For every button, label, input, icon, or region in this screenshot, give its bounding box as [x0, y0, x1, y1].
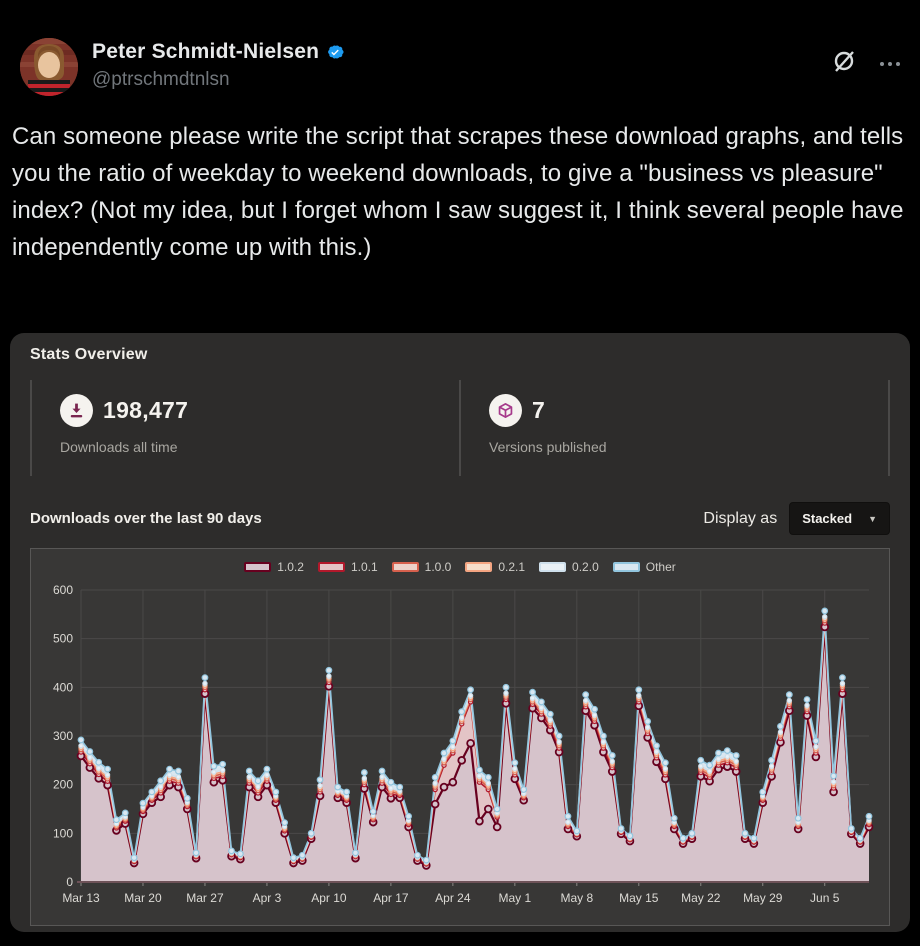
legend-item[interactable]: 1.0.1 — [317, 560, 378, 574]
legend-label: 0.2.1 — [498, 560, 526, 574]
versions-value: 7 — [532, 397, 546, 423]
display-as-dropdown[interactable]: Stacked ▼ — [789, 502, 890, 535]
identity-block: Peter Schmidt-Nielsen @ptrschmdtnlsn — [92, 38, 830, 91]
legend-item[interactable]: 0.2.0 — [539, 560, 599, 574]
svg-text:Apr 24: Apr 24 — [435, 891, 471, 905]
legend-swatch — [391, 562, 419, 572]
svg-text:Mar 27: Mar 27 — [186, 891, 224, 905]
svg-text:500: 500 — [53, 632, 73, 646]
svg-text:Mar 13: Mar 13 — [62, 891, 100, 905]
chart-section-title: Downloads over the last 90 days — [30, 510, 262, 527]
avatar[interactable] — [20, 38, 78, 96]
versions-stat: 7 Versions published — [459, 380, 888, 476]
legend-item[interactable]: Other — [612, 560, 676, 574]
legend-label: 0.2.0 — [572, 560, 599, 574]
download-icon — [60, 394, 93, 427]
chart-head: Downloads over the last 90 days Display … — [30, 502, 890, 535]
legend-swatch — [317, 562, 345, 572]
svg-text:May 15: May 15 — [619, 891, 659, 905]
downloads-chart: 0 100 200 300 400 500 600 Mar 13 Mar 20 Mar 27 Apr… — [53, 583, 874, 905]
legend-label: 1.0.2 — [277, 560, 304, 574]
chart-panel: 1.0.2 1.0.1 1.0.0 0.2.1 0.2.0 Other 0 100 200 30… — [30, 548, 890, 926]
display-name[interactable]: Peter Schmidt-Nielsen — [92, 40, 320, 63]
svg-text:Apr 10: Apr 10 — [311, 891, 347, 905]
header-actions — [830, 38, 900, 79]
svg-text:300: 300 — [53, 729, 73, 743]
svg-text:100: 100 — [53, 826, 73, 840]
display-as-value: Stacked — [802, 511, 853, 526]
svg-text:Mar 20: Mar 20 — [124, 891, 162, 905]
versions-label: Versions published — [489, 439, 607, 455]
verified-badge-icon — [325, 42, 345, 62]
legend-swatch — [612, 562, 640, 572]
avatar-image — [20, 38, 78, 96]
svg-text:May 22: May 22 — [681, 891, 721, 905]
legend-item[interactable]: 0.2.1 — [465, 560, 525, 574]
svg-text:Jun 5: Jun 5 — [810, 891, 840, 905]
svg-text:0: 0 — [66, 875, 73, 889]
tweet-text: Can someone please write the script that… — [12, 123, 904, 261]
legend-label: Other — [645, 560, 676, 574]
svg-text:600: 600 — [53, 583, 73, 597]
stats-card[interactable]: Stats Overview 198,477 Downloads all tim… — [10, 333, 910, 932]
legend-item[interactable]: 1.0.2 — [244, 560, 304, 574]
downloads-stat: 198,477 Downloads all time — [30, 380, 459, 476]
svg-text:200: 200 — [53, 778, 73, 792]
svg-text:May 8: May 8 — [560, 891, 593, 905]
legend-label: 1.0.1 — [350, 560, 378, 574]
stats-row: 198,477 Downloads all time 7 Versions pu… — [30, 380, 890, 476]
tweet-header: Peter Schmidt-Nielsen @ptrschmdtnlsn — [0, 0, 920, 96]
more-options-icon[interactable] — [880, 61, 900, 66]
stats-title: Stats Overview — [30, 346, 148, 363]
svg-text:May 1: May 1 — [498, 891, 531, 905]
legend-label: 1.0.0 — [424, 560, 452, 574]
svg-text:Apr 17: Apr 17 — [373, 891, 409, 905]
package-icon — [489, 394, 522, 427]
svg-text:May 29: May 29 — [743, 891, 783, 905]
legend-swatch — [539, 562, 567, 572]
chart-legend: 1.0.2 1.0.1 1.0.0 0.2.1 0.2.0 Other — [39, 555, 881, 576]
legend-item[interactable]: 1.0.0 — [391, 560, 452, 574]
display-as-label: Display as — [703, 509, 778, 527]
legend-swatch — [244, 562, 272, 572]
downloads-value: 198,477 — [103, 397, 189, 423]
downloads-label: Downloads all time — [60, 439, 178, 455]
svg-text:400: 400 — [53, 680, 73, 694]
svg-text:Apr 3: Apr 3 — [253, 891, 282, 905]
legend-swatch — [465, 562, 493, 572]
user-handle[interactable]: @ptrschmdtnlsn — [92, 69, 230, 90]
chevron-down-icon: ▼ — [868, 513, 877, 524]
grok-icon[interactable] — [830, 48, 858, 79]
